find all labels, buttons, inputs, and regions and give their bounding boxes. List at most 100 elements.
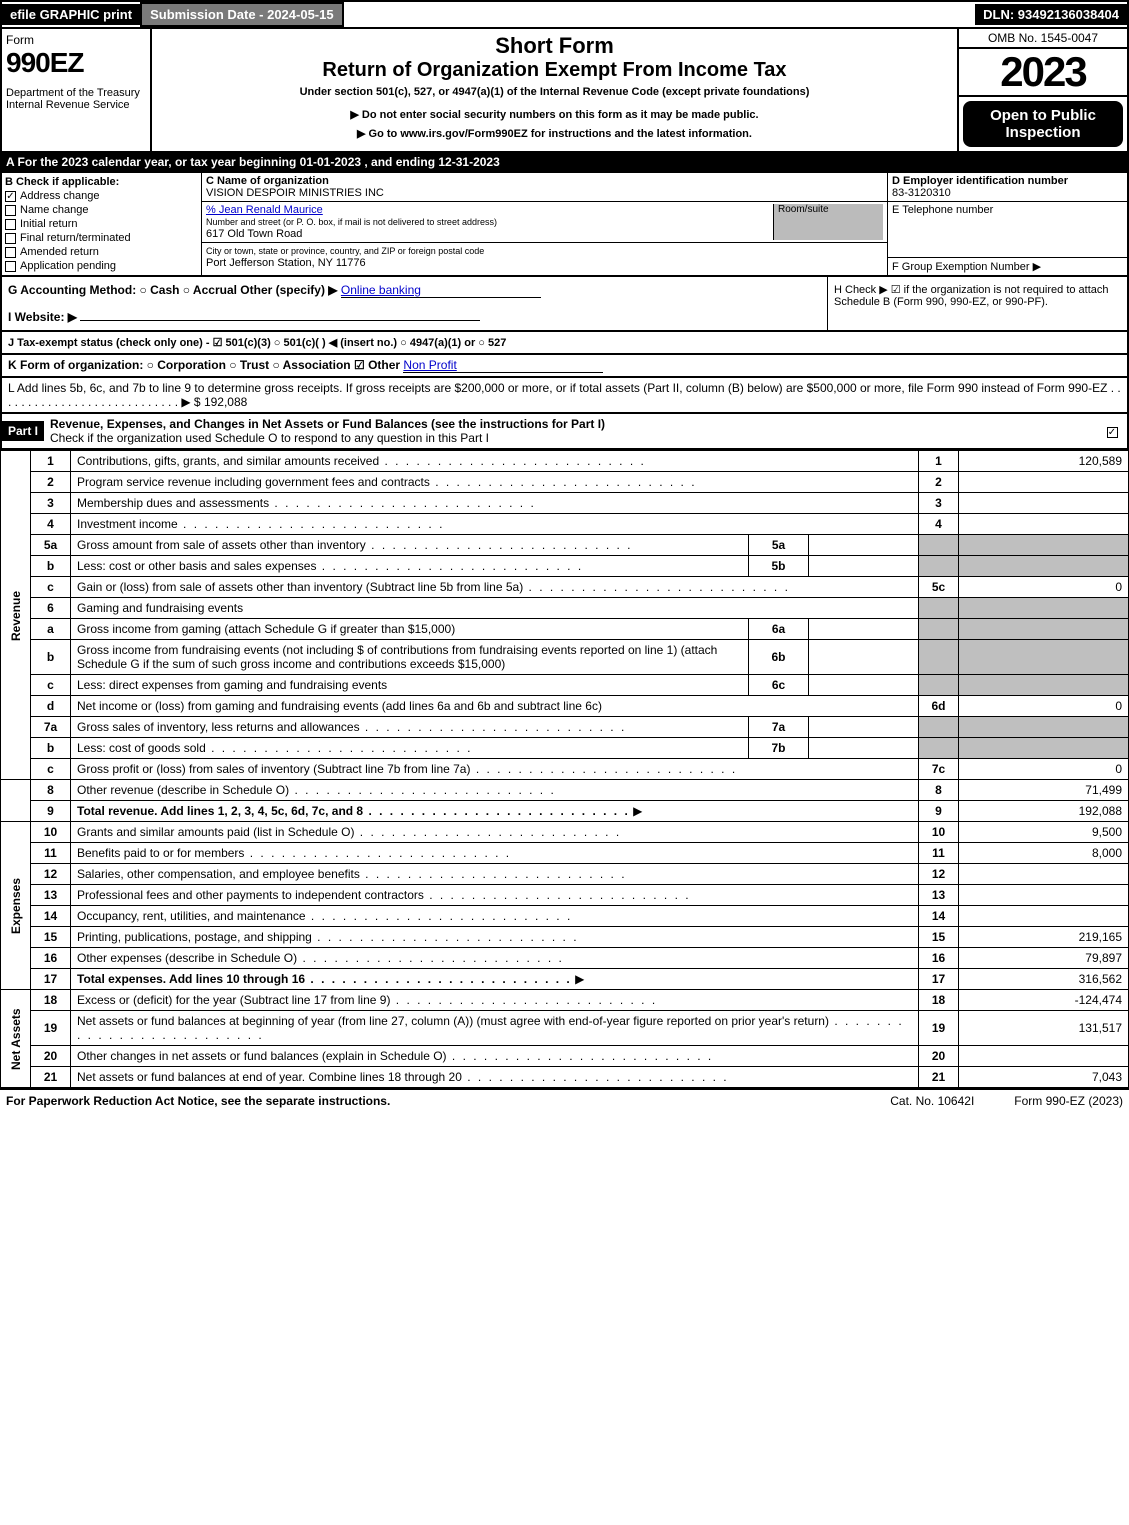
check-final-return[interactable]: Final return/terminated [5,232,198,244]
check-application-pending[interactable]: Application pending [5,260,198,272]
form-of-org-label: K Form of organization: ○ Corporation ○ … [8,358,400,372]
row-i: I Website: ▶ [8,310,821,324]
checkbox-icon [5,247,16,258]
line-rnum: 13 [919,885,959,906]
line-num: 12 [31,864,71,885]
goto-link[interactable]: ▶ Go to www.irs.gov/Form990EZ for instru… [156,127,953,140]
line-desc: Salaries, other compensation, and employ… [77,867,627,881]
city-box: City or town, state or province, country… [202,243,887,271]
line-value: 79,897 [959,948,1129,969]
efile-label[interactable]: efile GRAPHIC print [2,4,140,25]
line-value [959,514,1129,535]
line-value: 7,043 [959,1067,1129,1088]
care-of[interactable]: % Jean Renald Maurice [206,204,323,216]
line-num: 2 [31,472,71,493]
check-amended-return[interactable]: Amended return [5,246,198,258]
revenue-section-cont [1,780,31,822]
accounting-method-value[interactable]: Online banking [341,283,541,298]
line-desc: Membership dues and assessments [77,496,536,510]
check-name-change[interactable]: Name change [5,204,198,216]
row-l: L Add lines 5b, 6c, and 7b to line 9 to … [0,378,1129,414]
h-text: H Check ▶ ☑ if the organization is not r… [834,284,1109,308]
room-suite: Room/suite [773,204,883,240]
line-rnum: 11 [919,843,959,864]
line-desc: Excess or (deficit) for the year (Subtra… [77,993,657,1007]
line-num: 9 [31,801,71,822]
street-label: Number and street (or P. O. box, if mail… [206,217,497,227]
g-label: G Accounting Method: ○ Cash ○ Accrual Ot… [8,283,338,297]
page-footer: For Paperwork Reduction Act Notice, see … [0,1088,1129,1112]
line-desc: Grants and similar amounts paid (list in… [77,825,621,839]
box-d-e-f: D Employer identification number 83-3120… [887,173,1127,275]
sub-num: 5b [749,556,809,577]
line-rnum: 15 [919,927,959,948]
expenses-section-label: Expenses [1,822,31,990]
omb-number: OMB No. 1545-0047 [959,29,1127,49]
line-desc: Other revenue (describe in Schedule O) [77,783,556,797]
check-label: Final return/terminated [20,232,131,244]
shaded-cell [959,717,1129,738]
line-value [959,906,1129,927]
sub-val [809,717,919,738]
shaded-cell [959,675,1129,696]
line-desc: Investment income [77,517,444,531]
shaded-cell [919,640,959,675]
shaded-cell [919,535,959,556]
line-num: a [31,619,71,640]
line-rnum: 7c [919,759,959,780]
check-label: Amended return [20,246,99,258]
check-initial-return[interactable]: Initial return [5,218,198,230]
check-label: Address change [20,190,100,202]
line-rnum: 6d [919,696,959,717]
sub-val [809,535,919,556]
line-rnum: 2 [919,472,959,493]
org-name-box: C Name of organization VISION DESPOIR MI… [202,173,887,202]
sub-val [809,619,919,640]
line-desc: Gain or (loss) from sale of assets other… [77,580,790,594]
header-right: OMB No. 1545-0047 2023 Open to Public In… [957,29,1127,151]
line-value [959,864,1129,885]
line-value [959,885,1129,906]
line-rnum: 20 [919,1046,959,1067]
submission-date: Submission Date - 2024-05-15 [140,2,344,27]
line-rnum: 21 [919,1067,959,1088]
return-title: Return of Organization Exempt From Incom… [156,59,953,82]
header-left: Form 990EZ Department of the Treasury In… [2,29,152,151]
line-rnum: 16 [919,948,959,969]
netassets-section-label: Net Assets [1,990,31,1088]
form-label: Form [6,33,146,47]
shaded-cell [959,738,1129,759]
checkbox-icon [5,219,16,230]
open-public-badge: Open to Public Inspection [963,101,1123,147]
part-1-table: Revenue 1 Contributions, gifts, grants, … [0,450,1129,1088]
line-rnum: 4 [919,514,959,535]
ein-label: D Employer identification number [892,175,1123,187]
arrow-icon: ▶ [1033,261,1041,273]
line-num: 16 [31,948,71,969]
ein-value: 83-3120310 [892,187,1123,199]
line-desc: Gross profit or (loss) from sales of inv… [77,762,737,776]
checkbox-icon [5,191,16,202]
checkbox-icon [5,205,16,216]
line-value [959,493,1129,514]
line-desc: Contributions, gifts, grants, and simila… [77,454,646,468]
check-label: Application pending [20,260,116,272]
sub-num: 6a [749,619,809,640]
line-value [959,472,1129,493]
org-name: VISION DESPOIR MINISTRIES INC [206,187,384,199]
website-value[interactable] [80,320,480,321]
part-1-check[interactable] [1097,424,1127,438]
box-d: D Employer identification number 83-3120… [888,173,1127,202]
line-num: 4 [31,514,71,535]
line-value: 316,562 [959,969,1129,990]
check-address-change[interactable]: Address change [5,190,198,202]
shaded-cell [919,556,959,577]
tax-year: 2023 [959,49,1127,97]
header-center: Short Form Return of Organization Exempt… [152,29,957,151]
line-num: 8 [31,780,71,801]
shaded-cell [919,738,959,759]
dln: DLN: 93492136038404 [975,4,1127,25]
form-ref: Form 990-EZ (2023) [1014,1094,1123,1108]
under-section: Under section 501(c), 527, or 4947(a)(1)… [156,86,953,98]
sub-num: 7b [749,738,809,759]
